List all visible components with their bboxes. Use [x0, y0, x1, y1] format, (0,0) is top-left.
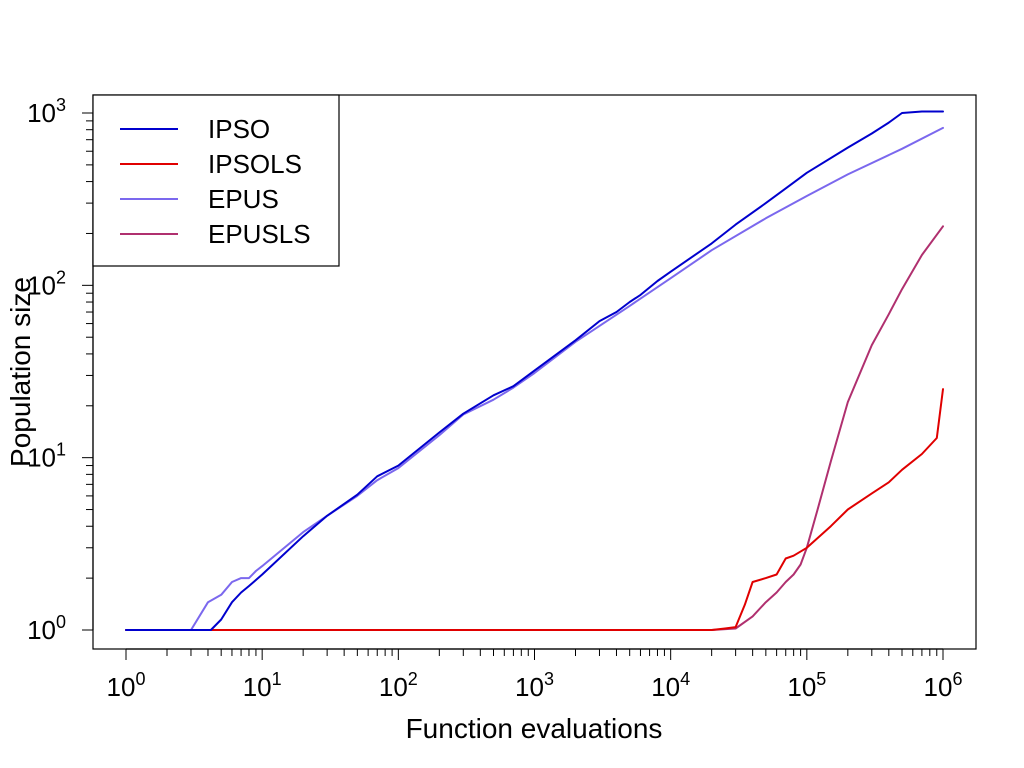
legend-box: [92, 94, 340, 267]
x-tick-base: 10: [924, 672, 953, 702]
x-tick-exponent: 6: [952, 669, 962, 689]
x-tick-label: 102: [379, 669, 418, 702]
series-layer: [125, 110, 944, 631]
x-tick-base: 10: [651, 672, 680, 702]
legend-label-ipsols: IPSOLS: [208, 149, 302, 179]
x-tick-base: 10: [243, 672, 272, 702]
y-tick-exponent: 3: [56, 95, 66, 115]
x-tick-label: 103: [515, 669, 554, 702]
x-tick-exponent: 3: [544, 669, 554, 689]
x-tick-exponent: 5: [816, 669, 826, 689]
y-tick-exponent: 0: [56, 612, 66, 632]
series-line-epusls: [125, 225, 944, 631]
legend-label-ipso: IPSO: [208, 114, 270, 144]
legend-label-epusls: EPUSLS: [208, 219, 311, 249]
y-tick-label: 102: [27, 267, 66, 300]
series-line-ipsols: [125, 388, 944, 631]
x-tick-label: 101: [243, 669, 282, 702]
x-tick-exponent: 0: [135, 669, 145, 689]
y-tick-label: 101: [27, 440, 66, 473]
y-tick-base: 10: [27, 615, 56, 645]
series-line-epus: [125, 126, 944, 631]
x-tick-label: 106: [924, 669, 963, 702]
x-tick-label: 104: [651, 669, 690, 702]
y-tick-exponent: 2: [56, 267, 66, 287]
x-tick-exponent: 1: [272, 669, 282, 689]
y-axis-title: Population size: [5, 277, 36, 467]
x-tick-base: 10: [787, 672, 816, 702]
x-tick-base: 10: [379, 672, 408, 702]
x-axis-title: Function evaluations: [406, 713, 663, 744]
y-tick-exponent: 1: [56, 440, 66, 460]
x-tick-exponent: 4: [680, 669, 690, 689]
x-tick-label: 105: [787, 669, 826, 702]
series-line-ipso: [125, 110, 944, 631]
y-tick-base: 10: [27, 98, 56, 128]
y-tick-label: 103: [27, 95, 66, 128]
x-tick-label: 100: [107, 669, 146, 702]
x-tick-base: 10: [107, 672, 136, 702]
y-tick-base: 10: [27, 270, 56, 300]
y-tick-label: 100: [27, 612, 66, 645]
x-tick-base: 10: [515, 672, 544, 702]
legend: IPSO IPSOLS EPUS EPUSLS: [92, 94, 340, 267]
legend-label-epus: EPUS: [208, 184, 279, 214]
x-tick-exponent: 2: [408, 669, 418, 689]
y-tick-base: 10: [27, 443, 56, 473]
